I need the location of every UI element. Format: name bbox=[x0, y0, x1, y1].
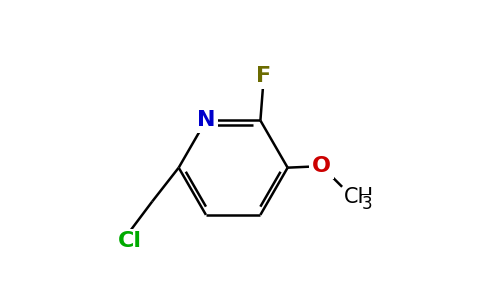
Text: CH: CH bbox=[344, 187, 374, 207]
Text: O: O bbox=[312, 156, 331, 176]
Text: Cl: Cl bbox=[118, 231, 142, 251]
Text: F: F bbox=[256, 66, 271, 86]
Text: 3: 3 bbox=[362, 195, 373, 213]
Text: N: N bbox=[197, 110, 215, 130]
